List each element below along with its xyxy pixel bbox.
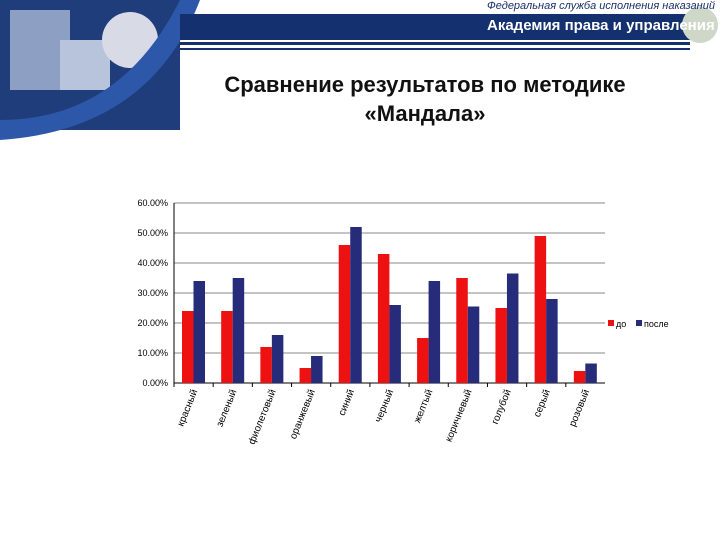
org-name-line1: Федеральная служба исполнения наказаний	[487, 0, 715, 12]
bar-до	[221, 311, 233, 383]
x-category-label: голубой	[489, 388, 514, 426]
x-category-label: синий	[337, 388, 357, 417]
x-category-label: зеленый	[215, 388, 240, 429]
legend-label: до	[616, 319, 626, 329]
x-category-label: желтый	[412, 388, 435, 425]
x-category-label: серый	[532, 388, 553, 419]
slide-header	[0, 0, 718, 140]
x-category-label: красный	[176, 388, 201, 428]
bar-до	[377, 254, 390, 383]
x-category-label: фиолетовый	[246, 388, 279, 447]
legend-swatch	[608, 320, 614, 326]
bar-после	[585, 363, 597, 383]
y-tick-label: 50.00%	[137, 228, 168, 238]
bar-до	[182, 311, 194, 383]
y-tick-label: 0.00%	[142, 378, 168, 388]
bar-до	[299, 368, 312, 383]
bar-до	[260, 347, 272, 383]
x-category-label: коричневый	[444, 388, 475, 444]
org-name-line2: Академия права и управления	[487, 17, 715, 34]
x-category-label: розовый	[567, 388, 592, 428]
bar-после	[350, 227, 362, 383]
bar-после	[546, 299, 558, 383]
bar-до	[534, 236, 547, 383]
bar-после	[311, 356, 323, 383]
bar-после	[467, 306, 480, 383]
slide-title: Сравнение результатов по методике «Мандал…	[190, 70, 660, 128]
bar-после	[271, 335, 284, 383]
bar-после	[193, 281, 205, 383]
bar-до	[495, 308, 507, 383]
title-line2: «Мандала»	[364, 101, 486, 126]
bar-до	[573, 371, 586, 383]
x-category-label: черный	[373, 388, 396, 424]
bar-после	[428, 281, 441, 383]
y-tick-label: 10.00%	[137, 348, 168, 358]
bar-после	[506, 273, 519, 383]
y-tick-label: 30.00%	[137, 288, 168, 298]
bar-после	[232, 278, 245, 383]
legend-swatch	[636, 320, 642, 326]
bar-до	[456, 278, 468, 383]
y-tick-label: 60.00%	[137, 198, 168, 208]
bar-до	[338, 245, 351, 383]
y-tick-label: 40.00%	[137, 258, 168, 268]
title-line1: Сравнение результатов по методике	[224, 72, 626, 97]
bar-после	[389, 305, 401, 383]
y-tick-label: 20.00%	[137, 318, 168, 328]
legend-label: после	[644, 319, 669, 329]
bar-до	[417, 338, 429, 383]
emblem-icon	[682, 7, 718, 43]
x-category-label: оранжевый	[288, 388, 318, 441]
